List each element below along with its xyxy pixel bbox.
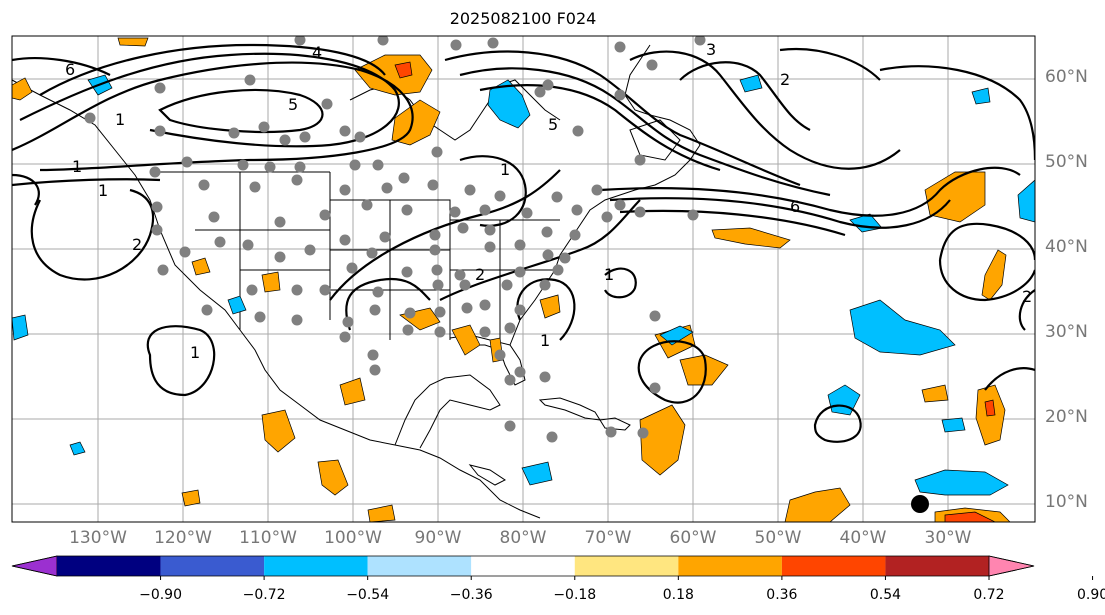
lon-label: 120°W (154, 528, 212, 548)
colorbar-segment (471, 556, 575, 576)
lat-label: 10°N (1045, 492, 1088, 512)
lat-label: 40°N (1045, 237, 1088, 257)
lat-label: 30°N (1045, 322, 1088, 342)
lat-label: 60°N (1045, 67, 1088, 87)
colorbar-segment (160, 556, 265, 576)
colorbar-tick-label: −0.72 (242, 587, 286, 603)
contour-label: 6 (65, 60, 75, 79)
colorbar-tick-label: −0.54 (346, 587, 390, 603)
black-marker (911, 495, 929, 513)
colorbar-segment (264, 556, 368, 576)
map-frame (11, 35, 1036, 523)
colorbar-tick-label: −0.36 (449, 587, 493, 603)
lat-label: 20°N (1045, 407, 1088, 427)
lat-label: 50°N (1045, 152, 1088, 172)
colorbar-extend-low (11, 555, 58, 577)
colorbar-tick-label: 0.72 (973, 587, 1005, 603)
contour-label: 5 (548, 115, 558, 134)
lon-label: 30°W (924, 528, 972, 548)
shaded-fields (12, 37, 1035, 522)
colorbar (11, 555, 1094, 580)
map-title: 2025082100 F024 (449, 9, 597, 28)
contour-label: 2 (132, 235, 142, 254)
contour-label: 1 (72, 157, 82, 176)
contour-label: 6 (790, 197, 800, 216)
lon-label: 60°W (669, 528, 717, 548)
colorbar-segment (678, 556, 782, 576)
contour-label: 1 (115, 110, 125, 129)
colorbar-segment (574, 556, 679, 576)
lon-label: 130°W (69, 528, 127, 548)
contour-label: 1 (98, 181, 108, 200)
colorbar-tick-label: −0.90 (139, 587, 182, 603)
lon-label: 70°W (584, 528, 632, 548)
lon-label: 90°W (414, 528, 462, 548)
colorbar-tick-label: 0.54 (869, 587, 902, 603)
contour-label: 2 (780, 70, 790, 89)
colorbar-segment (781, 556, 886, 576)
contour-labels: 6 5 4 3 2 1 1 1 2 2 1 1 1 5 6 1 2 (65, 40, 1032, 362)
colorbar-segment (367, 556, 472, 576)
contour-label: 2 (475, 265, 485, 284)
colorbar-tick-label: 0.90 (1076, 587, 1105, 603)
station-markers (84, 36, 706, 443)
lon-label: 80°W (499, 528, 547, 548)
colorbar-tick-label: 0.36 (766, 587, 798, 603)
colorbar-tick-label: −0.18 (553, 587, 597, 603)
lon-label: 100°W (324, 528, 382, 548)
lon-label: 110°W (239, 528, 297, 548)
contour-label: 2 (1022, 287, 1032, 306)
contour-label: 1 (500, 160, 510, 179)
colorbar-outline (11, 555, 1035, 577)
lon-label: 50°W (754, 528, 802, 548)
colorbar-extend-high (988, 555, 1035, 577)
contour-label: 5 (288, 95, 298, 114)
contour-label: 4 (312, 43, 322, 62)
colorbar-segment (57, 556, 161, 576)
colorbar-segment (885, 556, 989, 576)
contour-label: 3 (706, 40, 716, 59)
contour-label: 1 (190, 343, 200, 362)
contour-label: 1 (604, 265, 614, 284)
contours (12, 43, 1035, 443)
lon-label: 40°W (839, 528, 887, 548)
colorbar-tick-label: 0.18 (662, 587, 694, 603)
contour-label: 1 (540, 331, 550, 350)
